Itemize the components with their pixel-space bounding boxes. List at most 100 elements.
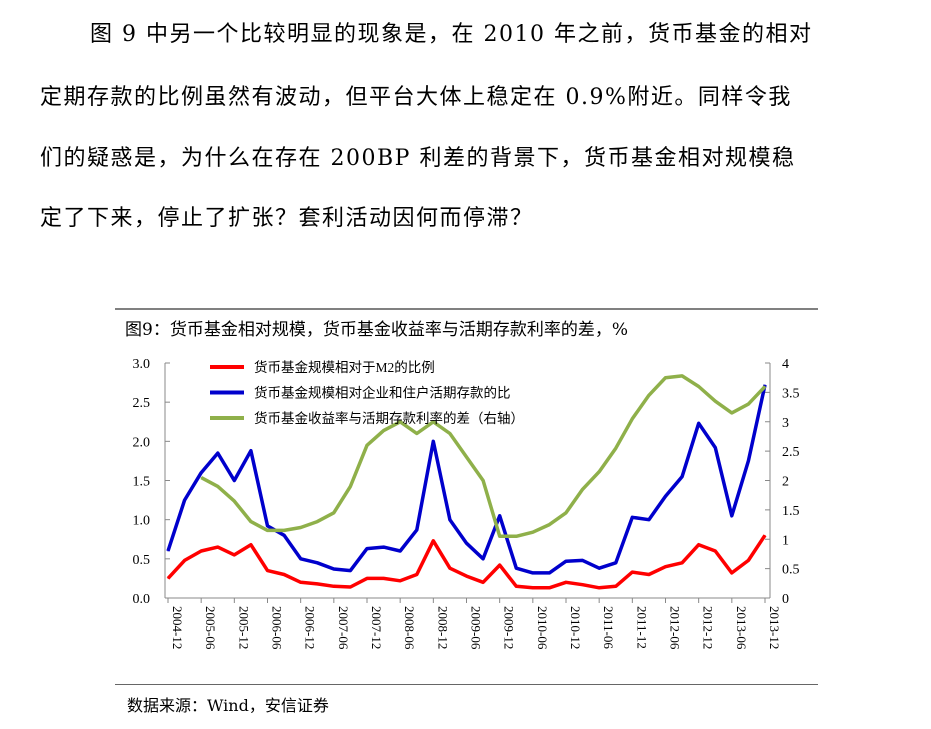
data-point [233,480,235,481]
data-point [466,456,467,458]
data-point [283,534,285,536]
data-point [681,375,683,377]
data-point [316,562,318,564]
data-point [466,575,467,577]
legend-label: 货币基金规模相对企业和住户活期存款的比 [254,385,511,401]
data-point [764,386,766,387]
data-point [200,472,202,474]
data-point [349,485,351,487]
data-point [698,386,700,387]
data-point [383,577,385,579]
x-tick-label: 2010-06 [535,606,550,650]
data-point [482,558,484,560]
data-point [316,583,318,585]
data-point [648,394,650,396]
x-tick-label: 2006-06 [270,606,285,650]
right-tick-label: 3.5 [782,386,800,401]
x-tick-label: 2008-12 [435,606,450,649]
data-point [631,418,633,420]
data-point [416,529,418,531]
data-point [499,564,501,566]
data-point [449,567,451,569]
data-point [747,403,749,405]
x-tick-label: 2012-06 [668,606,683,650]
data-point [267,525,268,527]
data-point [532,572,534,574]
data-point [499,515,501,517]
data-point [532,531,534,533]
left-tick-label: 0.5 [133,553,151,568]
data-point [731,572,733,574]
left-tick-label: 1.0 [133,514,151,529]
legend-label: 货币基金收益率与活期存款利率的差（右轴） [254,410,524,426]
data-point [615,585,617,587]
data-point [764,534,766,536]
data-point [648,519,650,521]
data-point [233,500,235,502]
data-point [217,546,219,548]
x-tick-label: 2009-12 [502,606,517,649]
chart-source: 数据来源：Wind，安信证券 [127,696,329,715]
paragraph-line: 们的疑惑是，为什么在存在 200BP 利差的背景下，货币基金相对规模稳 [40,146,796,171]
data-point [416,574,418,575]
data-point [366,548,368,550]
data-point [598,567,600,569]
x-tick-label: 2013-06 [734,606,749,650]
data-point [681,476,683,478]
x-tick-label: 2010-12 [568,606,583,649]
right-tick-label: 1 [782,533,789,548]
data-point [582,584,584,586]
data-point [449,433,451,434]
data-point [366,577,368,579]
data-point [399,580,401,582]
paragraph-line: 图 9 中另一个比较明显的现象是，在 2010 年之前，货币基金的相对 [90,22,813,47]
data-point [250,544,252,546]
data-point [615,447,617,449]
data-point [598,471,600,473]
data-point [764,384,766,386]
right-tick-label: 4 [782,357,789,372]
paragraph-line: 定了下来，停止了扩张？套利活动因何而停滞？ [40,206,534,231]
data-point [233,554,235,556]
data-point [714,447,716,449]
data-point [681,562,683,564]
data-point [548,587,550,589]
data-point [316,521,318,523]
data-point [283,574,285,575]
data-point [582,488,584,490]
right-tick-label: 2.5 [782,445,800,460]
data-point [731,515,733,517]
data-point [631,516,633,518]
data-point [167,577,169,579]
data-point [432,421,434,423]
x-tick-label: 2005-12 [236,606,251,649]
data-point [184,499,186,501]
x-tick-label: 2011-06 [601,606,616,649]
data-point [449,519,451,521]
x-tick-label: 2011-12 [634,606,649,649]
data-point [582,559,584,561]
data-point [200,550,202,552]
x-tick-label: 2008-06 [402,606,417,650]
data-point [283,529,285,531]
data-point [333,512,335,514]
data-point [250,521,252,523]
paragraph-line: 定期存款的比例虽然有波动，但平台大体上稳定在 0.9%附近。同样令我 [40,85,792,110]
data-point [714,400,716,402]
right-tick-label: 3 [782,416,789,431]
x-tick-label: 2009-06 [469,606,484,650]
data-point [698,544,700,546]
data-point [482,581,484,583]
right-tick-label: 0.5 [782,563,800,578]
data-point [217,485,219,487]
x-tick-label: 2007-12 [369,606,384,649]
data-point [300,558,302,560]
data-point [333,568,335,570]
data-point [532,587,534,589]
data-point [399,421,401,423]
data-point [383,430,385,432]
data-point [515,535,517,537]
data-point [731,412,733,414]
data-point [300,581,302,583]
data-point [399,550,401,552]
